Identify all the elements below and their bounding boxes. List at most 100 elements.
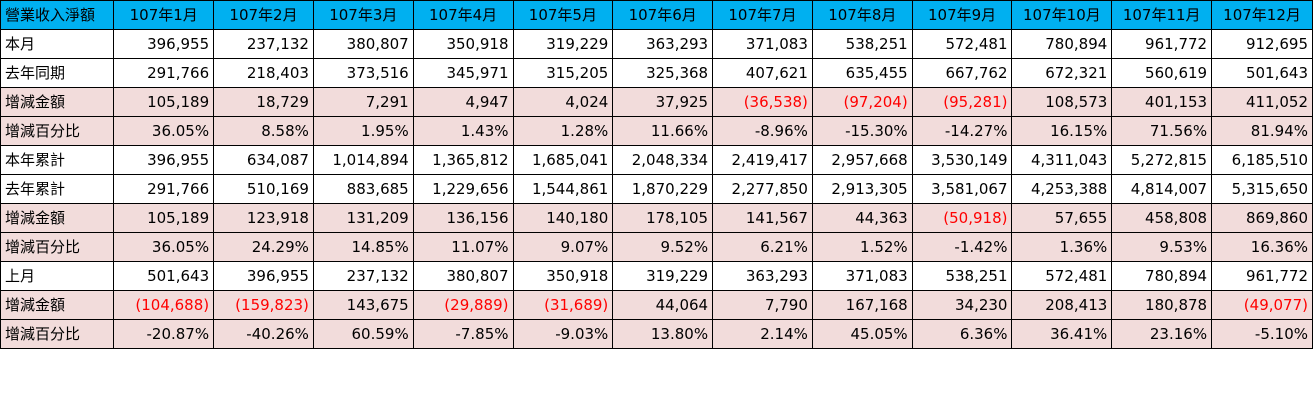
table-cell: 560,619 [1111,58,1213,88]
table-cell: 2,419,417 [712,145,813,175]
table-cell: 60.59% [312,319,414,349]
table-cell: 396,955 [113,29,215,59]
table-body: 本月 396,955 237,132 380,807 350,918 319,229 363… [0,29,1313,349]
table-cell: 57,655 [1011,203,1113,233]
table-cell: 635,455 [811,58,913,88]
table-cell: -7.85% [412,319,514,349]
table-cell: 237,132 [312,261,414,291]
header-row-label: 營業收入淨額 [0,0,115,30]
table-cell: 9.52% [612,232,714,262]
row-label: 去年累計 [0,174,115,204]
table-cell: (159,823) [213,290,314,320]
table-row: 增減百分比 -20.87% -40.26% 60.59% -7.85% -9.03% 13.… [0,319,1313,349]
table-cell: 1.52% [811,232,913,262]
table-cell: 350,918 [412,29,514,59]
header-month: 107年11月 [1111,0,1213,30]
table-cell: 24.29% [213,232,314,262]
table-cell: (49,077) [1211,290,1313,320]
table-cell: 16.15% [1011,116,1113,146]
table-cell: 140,180 [512,203,614,233]
table-cell: 4,024 [512,87,614,117]
table-cell: 380,807 [412,261,514,291]
table-cell: 1.95% [312,116,414,146]
table-cell: 363,293 [712,261,813,291]
table-cell: 667,762 [911,58,1013,88]
table-cell: 141,567 [712,203,813,233]
table-cell: 108,573 [1011,87,1113,117]
table-cell: 538,251 [911,261,1013,291]
table-cell: 105,189 [113,87,215,117]
table-row: 增減金額 105,189 18,729 7,291 4,947 4,024 37,925 (3… [0,87,1313,117]
table-cell: 380,807 [312,29,414,59]
table-cell: 218,403 [213,58,314,88]
table-row: 增減百分比 36.05% 8.58% 1.95% 1.43% 1.28% 11.66% -8.… [0,116,1313,146]
table-cell: 350,918 [512,261,614,291]
table-cell: 34,230 [911,290,1013,320]
table-row: 去年同期 291,766 218,403 373,516 345,971 315,205 3… [0,58,1313,88]
table-cell: 45.05% [811,319,913,349]
table-cell: 2.14% [712,319,813,349]
table-cell: 1.36% [1011,232,1113,262]
table-cell: (29,889) [412,290,514,320]
table-cell: 319,229 [512,29,614,59]
table-cell: 6.21% [712,232,813,262]
header-month: 107年2月 [213,0,314,30]
table-cell: 18,729 [213,87,314,117]
header-month: 107年3月 [312,0,414,30]
table-cell: 1,014,894 [312,145,414,175]
row-label: 本年累計 [0,145,115,175]
table-cell: 14.85% [312,232,414,262]
table-cell: 1,365,812 [412,145,514,175]
header-month: 107年10月 [1011,0,1113,30]
header-month: 107年12月 [1211,0,1313,30]
table-cell: 371,083 [712,29,813,59]
table-cell: 407,621 [712,58,813,88]
row-label: 增減百分比 [0,232,115,262]
monthly-revenue-table: 營業收入淨額 107年1月 107年2月 107年3月 107年4月 107年5月 107年… [0,0,1313,349]
table-cell: 1,685,041 [512,145,614,175]
table-cell: 7,790 [712,290,813,320]
table-cell: 44,363 [811,203,913,233]
table-cell: 180,878 [1111,290,1213,320]
table-cell: 37,925 [612,87,714,117]
table-cell: 11.66% [612,116,714,146]
table-cell: -20.87% [113,319,215,349]
row-label: 本月 [0,29,115,59]
table-cell: 780,894 [1111,261,1213,291]
row-label: 增減金額 [0,290,115,320]
header-month: 107年1月 [113,0,215,30]
table-cell: -1.42% [911,232,1013,262]
table-cell: 2,913,305 [811,174,913,204]
table-cell: 36.05% [113,116,215,146]
table-cell: -5.10% [1211,319,1313,349]
table-cell: -15.30% [811,116,913,146]
table-cell: -40.26% [213,319,314,349]
table-cell: 123,918 [213,203,314,233]
table-cell: 363,293 [612,29,714,59]
row-label: 增減金額 [0,87,115,117]
table-cell: 912,695 [1211,29,1313,59]
table-cell: 5,272,815 [1111,145,1213,175]
header-month: 107年4月 [412,0,514,30]
table-cell: 572,481 [911,29,1013,59]
table-cell: 9.53% [1111,232,1213,262]
header-row: 營業收入淨額 107年1月 107年2月 107年3月 107年4月 107年5月 107年… [0,0,1313,30]
table-row: 本月 396,955 237,132 380,807 350,918 319,229 363… [0,29,1313,59]
table-cell: 167,168 [811,290,913,320]
table-cell: 961,772 [1211,261,1313,291]
table-cell: 3,581,067 [911,174,1013,204]
table-cell: 1,544,861 [512,174,614,204]
table-cell: 4,947 [412,87,514,117]
table-cell: (104,688) [113,290,215,320]
header-month: 107年9月 [911,0,1013,30]
table-cell: 2,277,850 [712,174,813,204]
table-cell: 2,048,334 [612,145,714,175]
table-cell: 6.36% [911,319,1013,349]
table-cell: (97,204) [811,87,913,117]
table-cell: 9.07% [512,232,614,262]
table-cell: -8.96% [712,116,813,146]
table-cell: 371,083 [811,261,913,291]
row-label: 去年同期 [0,58,115,88]
header-month: 107年5月 [512,0,614,30]
table-cell: 143,675 [312,290,414,320]
